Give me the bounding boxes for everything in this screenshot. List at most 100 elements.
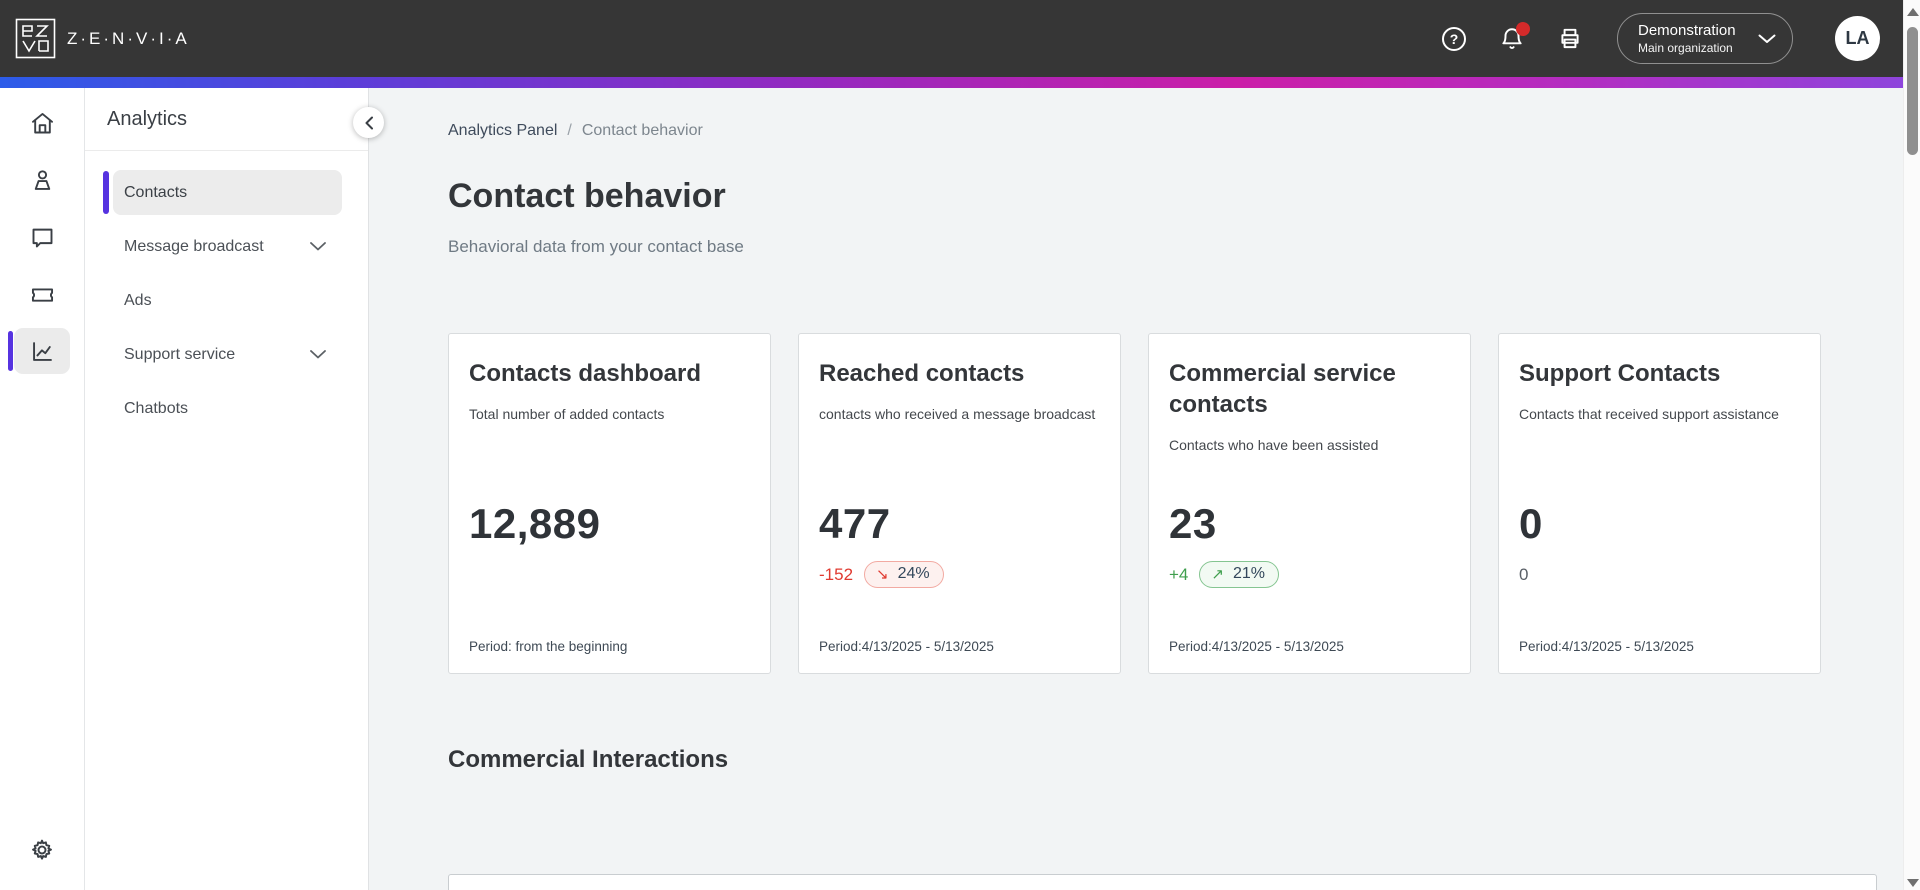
breadcrumb-analytics-panel[interactable]: Analytics Panel: [448, 122, 558, 139]
line-chart-icon: [32, 341, 52, 361]
notification-badge-dot: [1516, 21, 1530, 36]
card-subtitle: Contacts that received support assistanc…: [1519, 405, 1779, 422]
chevron-down-icon: [310, 346, 326, 364]
card-title: Commercial service contacts: [1169, 359, 1396, 418]
ticket-icon: [31, 287, 53, 302]
delta-value: 0: [1519, 564, 1529, 584]
chevron-left-icon: [365, 116, 373, 129]
chevron-down-icon: [310, 238, 326, 256]
menu-item-ads[interactable]: Ads: [113, 278, 342, 323]
rail-item-conversations[interactable]: [14, 214, 70, 260]
person-icon: [34, 169, 50, 190]
bell-icon: [1502, 27, 1522, 49]
panel-collapse-button[interactable]: [353, 107, 384, 138]
chevron-down-icon: [1758, 34, 1776, 43]
card-support-contacts: Support Contacts Contacts that received …: [1498, 332, 1821, 674]
section-title-commercial-interactions: Commercial Interactions: [448, 745, 729, 773]
delta-value: -152: [819, 564, 854, 584]
card-delta-row: +4 ↗ 21%: [1169, 560, 1452, 590]
card-value-block: 477 -152 ↘ 24%: [819, 500, 1102, 590]
card-period: Period:4/13/2025 - 5/13/2025: [1519, 638, 1694, 654]
topbar-actions: ? D: [1413, 12, 1880, 65]
topbar: Z·E·N·V·I·A ?: [0, 0, 1903, 77]
help-icon: ?: [1442, 26, 1466, 51]
trend-up-arrow-icon: ↗: [1211, 566, 1224, 584]
brand-gradient-bar: [0, 77, 1903, 88]
organization-name: Demonstration: [1638, 21, 1736, 39]
rail-item-settings[interactable]: [14, 827, 70, 873]
content-row: Analytics Contacts Message broadcast Ads: [0, 88, 1903, 890]
organization-switcher[interactable]: Demonstration Main organization: [1617, 12, 1793, 65]
rail-item-contacts[interactable]: [14, 157, 70, 203]
card-subtitle: Contacts who have been assisted: [1169, 437, 1379, 454]
card-title: Contacts dashboard: [469, 359, 702, 387]
main-content: Analytics Panel / Contact behavior Conta…: [369, 88, 1903, 890]
menu-item-support-service[interactable]: Support service: [113, 332, 342, 377]
home-icon: [31, 112, 53, 133]
menu-item-label: Contacts: [124, 183, 188, 201]
card-subtitle: contacts who received a message broadcas…: [819, 405, 1096, 422]
card-period: Period:4/13/2025 - 5/13/2025: [1169, 638, 1344, 654]
rail-item-home[interactable]: [14, 100, 70, 146]
breadcrumb-separator: /: [567, 122, 572, 139]
vertical-scrollbar[interactable]: [1903, 0, 1920, 890]
help-button[interactable]: ?: [1437, 22, 1471, 56]
menu-item-label: Ads: [124, 291, 152, 309]
card-value: 477: [819, 499, 891, 547]
commercial-interactions-card: [448, 873, 1877, 890]
scrollbar-up-arrow[interactable]: [1907, 8, 1919, 16]
card-commercial-service-contacts: Commercial service contacts Contacts who…: [1148, 332, 1471, 674]
menu-item-label: Chatbots: [124, 399, 189, 417]
menu-item-label: Support service: [124, 345, 236, 363]
trend-down-arrow-icon: ↘: [876, 566, 889, 584]
card-value-block: 12,889: [469, 500, 752, 548]
breadcrumb: Analytics Panel / Contact behavior: [448, 122, 1903, 140]
icon-rail: [0, 88, 85, 890]
breadcrumb-current: Contact behavior: [581, 122, 703, 139]
card-value: 12,889: [469, 499, 601, 547]
menu-item-message-broadcast[interactable]: Message broadcast: [113, 224, 342, 269]
printer-icon: [1561, 28, 1579, 48]
panel-title: Analytics: [107, 108, 188, 130]
kpi-cards-row: Contacts dashboard Total number of added…: [448, 332, 1903, 674]
rail-item-tickets[interactable]: [14, 271, 70, 317]
panel-divider: [85, 150, 368, 151]
zenvia-logo-icon: [15, 18, 56, 59]
organization-subtitle: Main organization: [1638, 40, 1733, 55]
card-reached-contacts: Reached contacts contacts who received a…: [798, 332, 1121, 674]
card-value: 0: [1519, 499, 1543, 547]
trend-percent: 24%: [897, 565, 930, 583]
trend-badge-down: ↘ 24%: [864, 561, 944, 589]
page-subtitle: Behavioral data from your contact base: [448, 236, 744, 256]
scrollbar-thumb[interactable]: [1907, 27, 1918, 155]
page-title: Contact behavior: [448, 177, 726, 215]
card-title: Support Contacts: [1519, 359, 1721, 387]
menu-item-chatbots[interactable]: Chatbots: [113, 386, 342, 431]
menu-item-contacts[interactable]: Contacts: [103, 170, 342, 215]
delta-value: +4: [1169, 564, 1189, 584]
card-period: Period: from the beginning: [469, 638, 628, 654]
card-value-block: 0 0: [1519, 500, 1802, 590]
print-button[interactable]: [1553, 22, 1587, 56]
card-title: Reached contacts: [819, 359, 1025, 387]
user-avatar[interactable]: LA: [1835, 16, 1880, 61]
organization-labels: Demonstration Main organization: [1638, 21, 1736, 57]
brand-wordmark: Z·E·N·V·I·A: [67, 28, 190, 48]
card-contacts-dashboard: Contacts dashboard Total number of added…: [448, 332, 771, 674]
card-delta-row: -152 ↘ 24%: [819, 560, 1102, 590]
notifications-button[interactable]: [1495, 21, 1530, 56]
card-value-block: 23 +4 ↗ 21%: [1169, 500, 1452, 590]
gear-icon: [32, 839, 52, 860]
menu-item-label: Message broadcast: [124, 237, 264, 255]
rail-item-analytics[interactable]: [8, 328, 70, 374]
card-delta-row: 0: [1519, 560, 1802, 590]
chat-bubble-icon: [32, 228, 52, 247]
card-subtitle: Total number of added contacts: [469, 405, 665, 422]
analytics-side-panel: Analytics Contacts Message broadcast Ads: [85, 88, 384, 890]
trend-badge-up: ↗ 21%: [1199, 561, 1279, 589]
scrollbar-down-arrow[interactable]: [1907, 879, 1919, 887]
panel-menu: Contacts Message broadcast Ads Support s…: [85, 151, 368, 431]
card-value: 23: [1169, 499, 1217, 547]
